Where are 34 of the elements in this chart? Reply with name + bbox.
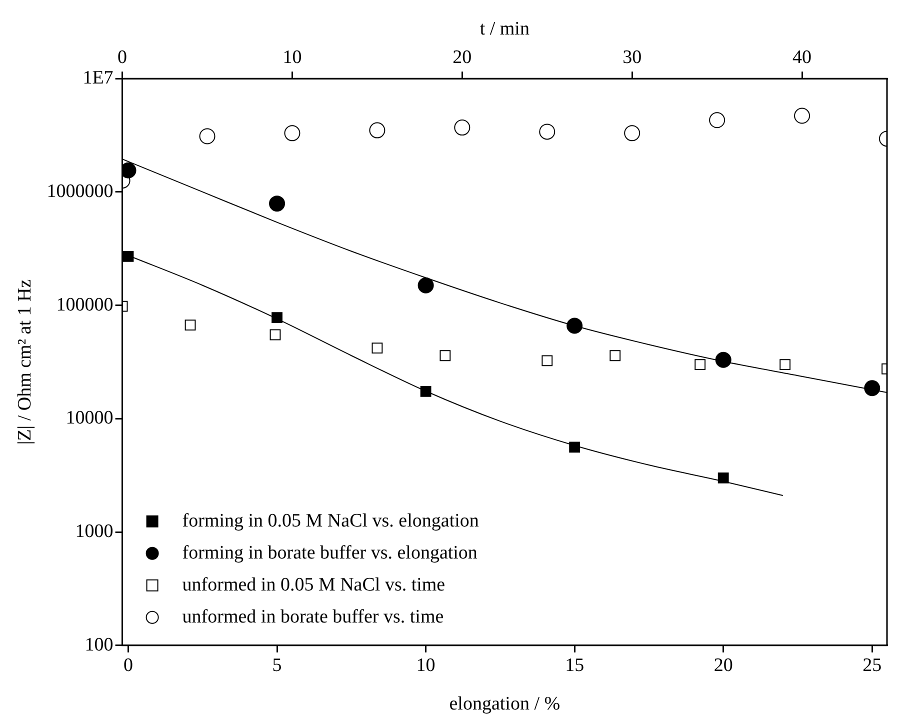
x-tick-label: 5 [272, 654, 282, 676]
legend-label: unformed in 0.05 M NaCl vs. time [182, 574, 446, 596]
y-axis-title: |Z| / Ohm cm² at 1 Hz [14, 279, 36, 445]
y-tick-label: 1000000 [46, 180, 114, 202]
x2-tick-label: 30 [622, 47, 642, 68]
x2-tick-label: 20 [452, 47, 472, 68]
x-axis-title: elongation / % [449, 694, 560, 715]
point [566, 318, 583, 334]
legend-label: forming in 0.05 M NaCl vs. elongation [182, 510, 480, 532]
point [418, 277, 434, 294]
y-tick-label: 100 [84, 634, 114, 656]
point [420, 386, 432, 397]
x2-tick-label: 10 [282, 47, 302, 68]
y-tick-label: 1E7 [82, 68, 114, 89]
point [715, 352, 732, 368]
y-tick-label: 1000 [75, 521, 114, 542]
x2-tick-label: 0 [118, 47, 128, 68]
legend-label: unformed in borate buffer vs. time [182, 606, 444, 628]
point [864, 380, 880, 396]
point [269, 196, 286, 212]
x-tick-label: 25 [862, 654, 882, 676]
x-tick-label: 15 [565, 654, 584, 676]
y-tick-label: 10000 [66, 408, 114, 429]
x-tick-label: 10 [416, 654, 436, 676]
point [272, 312, 282, 323]
x-tick-label: 0 [124, 654, 133, 676]
point [569, 442, 580, 453]
x-tick-label: 20 [714, 654, 733, 676]
point [122, 250, 134, 262]
y-tick-label: 100000 [56, 294, 114, 316]
legend-label: forming in borate buffer vs. elongation [182, 542, 478, 564]
x2-axis-title: t / min [480, 18, 530, 40]
point [718, 472, 729, 484]
x2-tick-label: 40 [792, 47, 812, 68]
